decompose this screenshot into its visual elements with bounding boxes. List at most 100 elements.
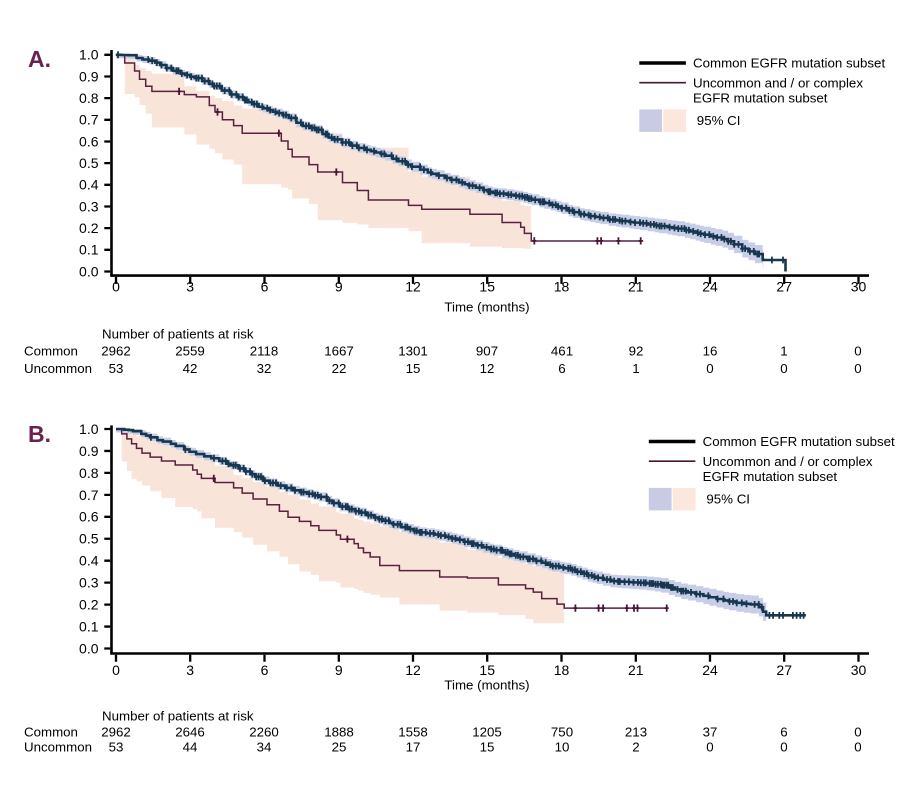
svg-text:0: 0 xyxy=(854,724,861,739)
svg-text:15: 15 xyxy=(406,361,421,376)
svg-text:25: 25 xyxy=(332,740,347,755)
svg-text:95% CI: 95% CI xyxy=(697,113,741,128)
svg-text:1.0: 1.0 xyxy=(79,47,99,63)
svg-text:0.8: 0.8 xyxy=(79,90,99,106)
svg-text:2646: 2646 xyxy=(175,724,205,739)
svg-text:6: 6 xyxy=(261,662,269,678)
svg-text:213: 213 xyxy=(625,724,647,739)
svg-text:0.1: 0.1 xyxy=(79,618,99,634)
svg-text:Uncommon and / or complex: Uncommon and / or complex xyxy=(693,75,863,90)
svg-text:24: 24 xyxy=(702,662,718,678)
svg-text:6: 6 xyxy=(780,724,787,739)
svg-text:907: 907 xyxy=(476,343,498,358)
svg-text:2260: 2260 xyxy=(249,724,279,739)
svg-text:15: 15 xyxy=(480,740,495,755)
svg-text:15: 15 xyxy=(479,279,495,295)
svg-text:0.3: 0.3 xyxy=(79,198,99,214)
svg-text:0.2: 0.2 xyxy=(79,597,99,613)
svg-text:0: 0 xyxy=(854,740,861,755)
svg-text:1301: 1301 xyxy=(398,343,428,358)
svg-text:21: 21 xyxy=(628,279,644,295)
svg-text:0.7: 0.7 xyxy=(79,487,99,503)
svg-text:18: 18 xyxy=(554,279,570,295)
svg-text:0: 0 xyxy=(780,361,787,376)
svg-text:0.8: 0.8 xyxy=(79,465,99,481)
svg-text:12: 12 xyxy=(480,361,495,376)
svg-text:EGFR mutation subset: EGFR mutation subset xyxy=(693,90,828,105)
svg-text:0: 0 xyxy=(112,662,120,678)
svg-text:95% CI: 95% CI xyxy=(706,491,750,506)
svg-text:0.5: 0.5 xyxy=(79,531,99,547)
svg-text:34: 34 xyxy=(257,740,272,755)
svg-text:1558: 1558 xyxy=(398,724,428,739)
svg-text:Common EGFR mutation subset: Common EGFR mutation subset xyxy=(703,434,895,449)
svg-text:0.5: 0.5 xyxy=(79,155,99,171)
svg-text:42: 42 xyxy=(183,361,198,376)
svg-text:53: 53 xyxy=(109,740,124,755)
svg-text:9: 9 xyxy=(335,662,343,678)
svg-text:0: 0 xyxy=(706,361,713,376)
svg-text:15: 15 xyxy=(479,662,495,678)
svg-text:24: 24 xyxy=(702,279,718,295)
svg-text:44: 44 xyxy=(183,740,198,755)
svg-text:6: 6 xyxy=(558,361,565,376)
svg-text:1: 1 xyxy=(632,361,639,376)
svg-text:0.3: 0.3 xyxy=(79,575,99,591)
svg-text:27: 27 xyxy=(776,662,792,678)
svg-text:6: 6 xyxy=(261,279,269,295)
svg-text:0.4: 0.4 xyxy=(79,553,99,569)
svg-text:2: 2 xyxy=(632,740,639,755)
svg-text:3: 3 xyxy=(186,662,194,678)
svg-text:0: 0 xyxy=(854,343,861,358)
svg-text:0: 0 xyxy=(706,740,713,755)
svg-text:Uncommon: Uncommon xyxy=(24,740,92,755)
svg-text:9: 9 xyxy=(335,279,343,295)
svg-text:0.0: 0.0 xyxy=(79,640,99,656)
svg-text:B.: B. xyxy=(28,421,51,447)
svg-text:12: 12 xyxy=(405,279,421,295)
svg-text:EGFR mutation subset: EGFR mutation subset xyxy=(703,469,838,484)
svg-text:0: 0 xyxy=(112,279,120,295)
svg-text:0.4: 0.4 xyxy=(79,177,99,193)
svg-text:Number of patients at risk: Number of patients at risk xyxy=(102,708,254,723)
svg-text:1.0: 1.0 xyxy=(79,421,99,437)
svg-text:Common EGFR mutation subset: Common EGFR mutation subset xyxy=(693,56,885,71)
svg-text:Time (months): Time (months) xyxy=(444,299,529,314)
svg-text:A.: A. xyxy=(28,46,51,72)
svg-text:0.2: 0.2 xyxy=(79,220,99,236)
svg-text:53: 53 xyxy=(109,361,124,376)
svg-text:0.0: 0.0 xyxy=(79,263,99,279)
svg-text:2962: 2962 xyxy=(101,343,131,358)
svg-text:17: 17 xyxy=(406,740,421,755)
svg-text:Common: Common xyxy=(24,724,78,739)
svg-text:1888: 1888 xyxy=(324,724,354,739)
svg-text:2118: 2118 xyxy=(250,343,279,358)
svg-text:21: 21 xyxy=(628,662,644,678)
svg-text:1: 1 xyxy=(780,343,787,358)
svg-text:Time (months): Time (months) xyxy=(444,677,529,692)
svg-text:0.6: 0.6 xyxy=(79,509,99,525)
svg-text:30: 30 xyxy=(851,662,867,678)
svg-text:37: 37 xyxy=(703,724,718,739)
svg-text:10: 10 xyxy=(555,740,570,755)
svg-text:0.7: 0.7 xyxy=(79,112,99,128)
svg-text:1205: 1205 xyxy=(472,724,502,739)
svg-text:0: 0 xyxy=(854,361,861,376)
svg-text:12: 12 xyxy=(405,662,421,678)
svg-text:Number of patients at risk: Number of patients at risk xyxy=(102,326,254,341)
svg-text:0.1: 0.1 xyxy=(79,242,99,258)
svg-text:0.6: 0.6 xyxy=(79,133,99,149)
svg-text:92: 92 xyxy=(629,343,644,358)
svg-text:0: 0 xyxy=(780,740,787,755)
svg-text:2559: 2559 xyxy=(175,343,205,358)
svg-text:16: 16 xyxy=(703,343,718,358)
svg-text:2962: 2962 xyxy=(101,724,131,739)
svg-text:32: 32 xyxy=(257,361,272,376)
svg-text:27: 27 xyxy=(776,279,792,295)
svg-text:18: 18 xyxy=(554,662,570,678)
svg-text:461: 461 xyxy=(551,343,573,358)
svg-text:Uncommon and / or complex: Uncommon and / or complex xyxy=(703,454,873,469)
svg-text:0.9: 0.9 xyxy=(79,443,99,459)
svg-text:Common: Common xyxy=(24,343,78,358)
svg-text:22: 22 xyxy=(332,361,347,376)
